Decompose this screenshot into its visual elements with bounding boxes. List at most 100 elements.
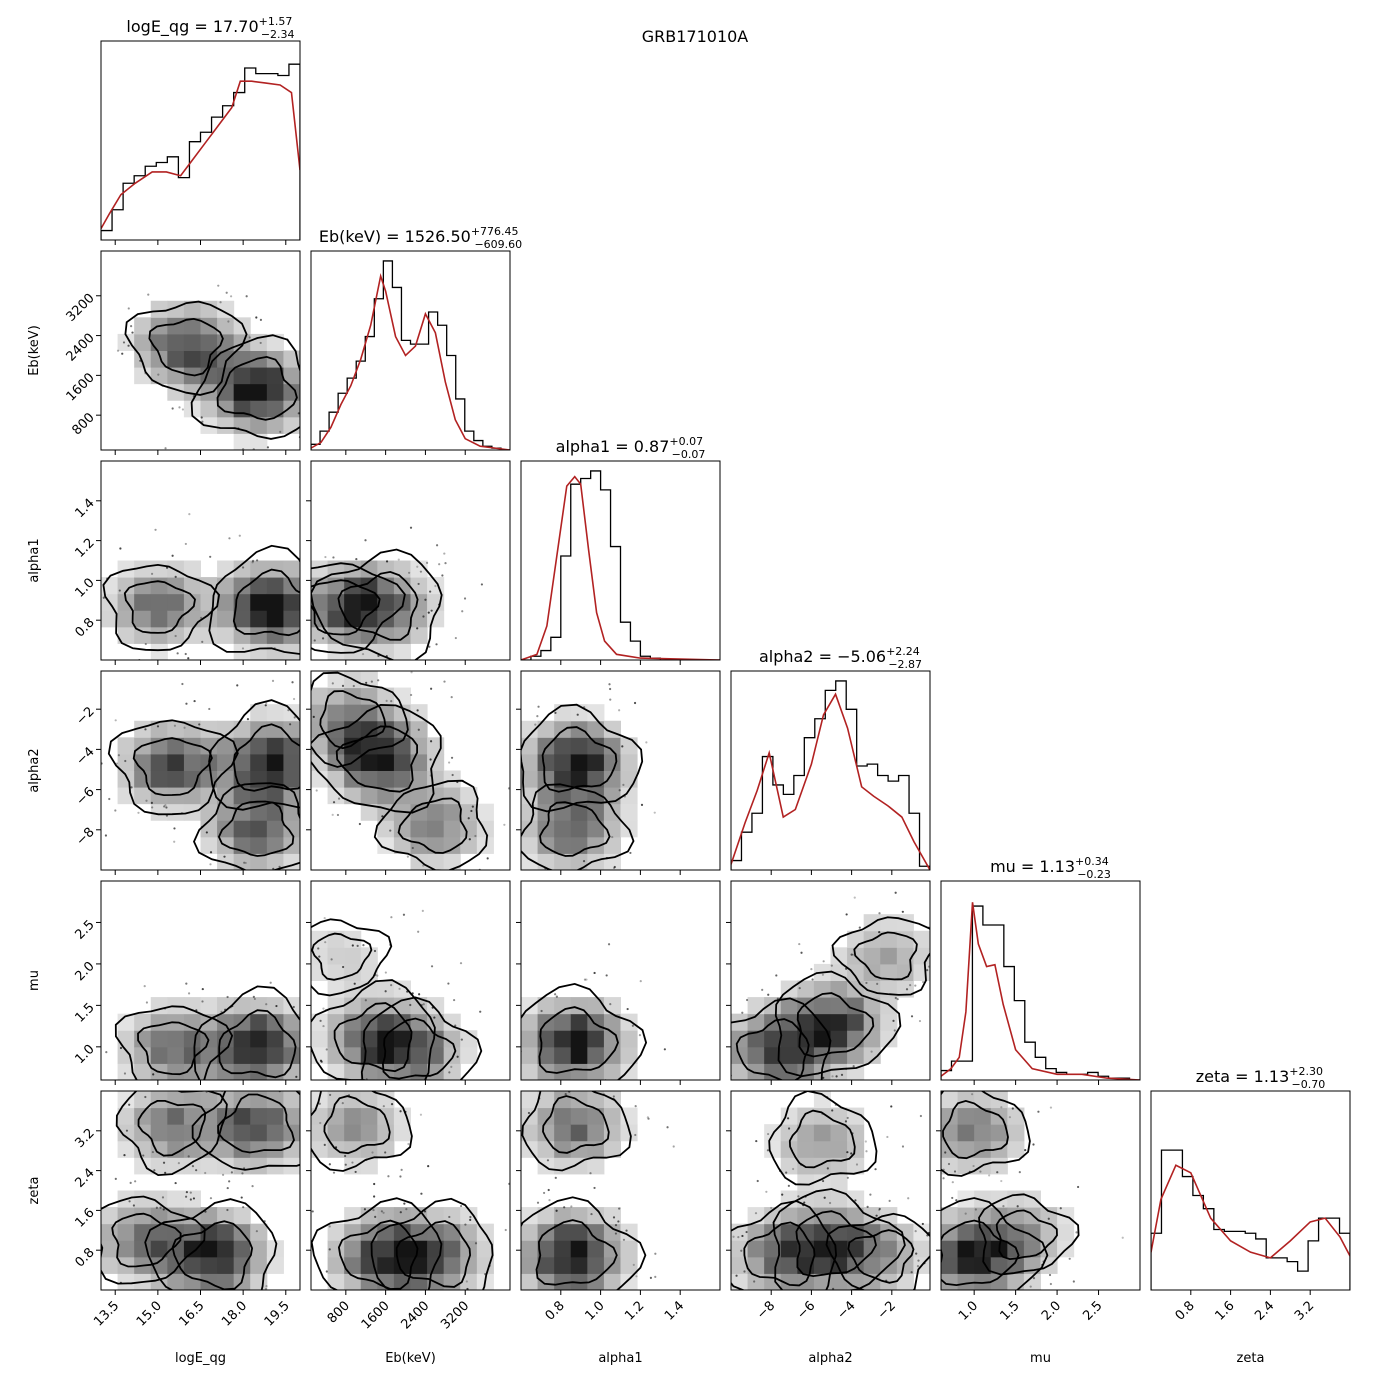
x-axis-label-alpha1: alpha1: [598, 1351, 642, 1366]
density-cell: [117, 626, 135, 644]
sample-point: [139, 1088, 141, 1090]
sample-point: [292, 697, 296, 701]
density-cell: [150, 1107, 168, 1125]
density-cell: [554, 1124, 572, 1142]
density-cell: [521, 1013, 539, 1031]
sample-point: [128, 1103, 131, 1106]
contour: [124, 300, 248, 396]
sample-point: [486, 857, 489, 860]
sample-point: [319, 1335, 321, 1337]
sample-point: [1025, 1341, 1027, 1343]
density-cell: [217, 560, 235, 578]
contour: [217, 1093, 295, 1154]
sample-point: [910, 1015, 914, 1018]
density-cell: [250, 1091, 268, 1109]
sample-point: [921, 980, 925, 984]
density-cell: [410, 836, 428, 854]
y-tick-label-mu: 1.0: [72, 1042, 97, 1067]
sample-point: [399, 1211, 402, 1214]
x-axis-label-Eb: Eb(keV): [385, 1351, 436, 1366]
sample-point: [914, 1230, 917, 1233]
sample-point: [242, 447, 245, 450]
density-cell: [360, 593, 378, 611]
density-cell: [134, 610, 152, 628]
sample-point: [720, 1058, 722, 1060]
sample-point: [896, 998, 899, 1001]
contour: [521, 783, 635, 870]
density-cell: [360, 803, 378, 821]
sample-point: [515, 1064, 517, 1066]
density-cell: [1023, 1240, 1041, 1258]
density-cell: [283, 626, 300, 644]
density-cell: [570, 1107, 588, 1125]
density-cell: [393, 643, 411, 660]
density-cell: [731, 1240, 749, 1258]
density-cells: [731, 914, 930, 1080]
density-cell: [554, 1207, 572, 1225]
density-cell: [521, 836, 539, 854]
density-cell: [603, 1207, 621, 1225]
sample-point: [305, 367, 307, 369]
sample-point: [632, 1263, 635, 1266]
density-cell: [570, 1063, 588, 1080]
sample-point: [181, 682, 184, 686]
sample-point: [324, 941, 327, 944]
sample-point: [251, 561, 254, 564]
sample-point: [875, 1214, 878, 1217]
density-cell: [570, 737, 588, 755]
sample-point: [612, 866, 616, 870]
sample-point: [894, 996, 897, 1000]
density-cell: [620, 1030, 638, 1048]
sample-point: [826, 1167, 829, 1170]
density-cell: [863, 1030, 881, 1048]
density-cell: [941, 1107, 959, 1125]
sample-point: [290, 699, 292, 701]
density-cell: [377, 1140, 395, 1158]
density-cell: [797, 1140, 815, 1158]
density-cell: [217, 1046, 235, 1064]
density-cell: [283, 753, 300, 771]
density-cell: [393, 1063, 411, 1080]
sample-point: [291, 681, 294, 684]
density-cell: [233, 1046, 251, 1064]
sample-point: [325, 1048, 328, 1051]
density-cell: [880, 947, 898, 965]
density-cell: [620, 1256, 638, 1274]
density-cell: [427, 997, 445, 1015]
density-cell: [233, 610, 251, 628]
sample-point: [503, 823, 506, 826]
density-cell: [360, 720, 378, 738]
density-cell: [117, 1273, 135, 1290]
density-cell: [217, 1240, 235, 1258]
sample-point: [352, 664, 354, 666]
kde-Eb: [311, 272, 510, 450]
sample-point: [429, 740, 433, 743]
density-cell: [587, 1157, 605, 1175]
density-cell: [344, 1124, 362, 1142]
sample-point: [18, 566, 20, 568]
contour: [768, 1091, 878, 1186]
sample-point: [209, 863, 212, 866]
sample-point: [634, 1133, 637, 1137]
density-cell: [603, 1273, 621, 1290]
density-cell: [830, 1173, 848, 1191]
density-cell: [117, 1124, 135, 1142]
density-cell: [200, 1140, 218, 1158]
sample-point: [755, 1139, 758, 1143]
density-cell: [460, 1223, 478, 1241]
contour: [847, 1229, 915, 1284]
sample-point: [864, 1140, 867, 1143]
sample-point: [736, 1308, 738, 1310]
density-cell: [913, 1240, 930, 1258]
sample-point: [116, 349, 120, 352]
sample-point: [593, 971, 596, 975]
density-cell: [117, 1063, 135, 1080]
contour: [132, 737, 213, 797]
density-cell: [410, 1256, 428, 1274]
sample-point: [893, 1029, 896, 1032]
sample-point: [352, 684, 355, 688]
density-cell: [134, 577, 152, 595]
density-cell: [377, 1256, 395, 1274]
density-cell: [880, 963, 898, 981]
